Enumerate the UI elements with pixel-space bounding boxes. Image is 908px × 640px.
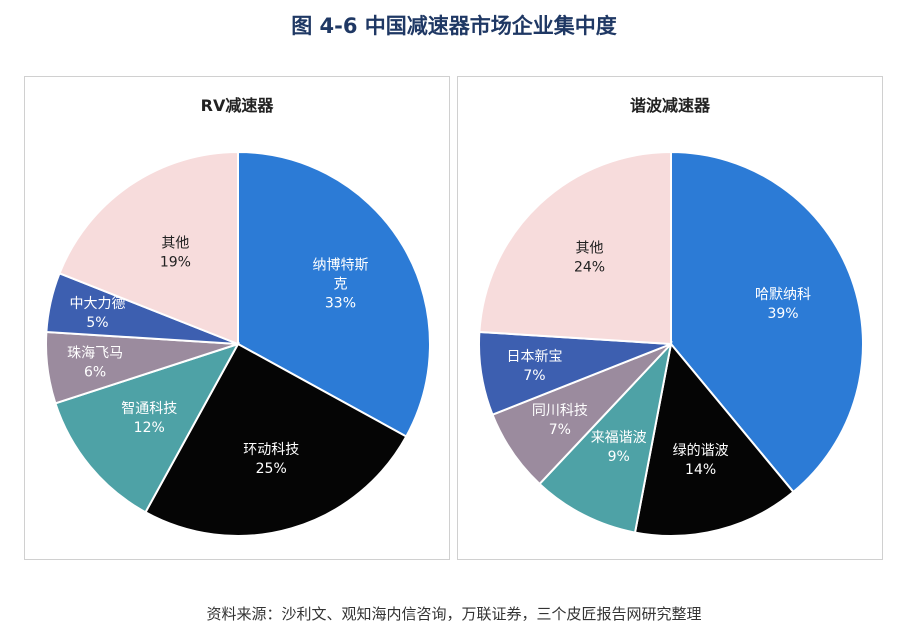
slice-data-label: 珠海飞马 6% bbox=[67, 346, 123, 381]
slice-data-label: 绿的谐波 14% bbox=[673, 443, 729, 478]
slice-data-label: 中大力德 5% bbox=[69, 296, 125, 331]
rv-reducer-chart-panel: RV减速器 三个皮匠报告 纳博特斯克33%环动科技25%智通科技12%珠海飞马6… bbox=[24, 76, 450, 560]
source-note: 资料来源：沙利文、观知海内信咨询，万联证券，三个皮匠报告网研究整理 bbox=[206, 605, 702, 623]
pie-slice bbox=[54, 342, 241, 514]
slice-data-label: 环动科技 25% bbox=[243, 442, 299, 477]
slice-data-label: 日本新宝 7% bbox=[506, 349, 562, 384]
pie-slice bbox=[478, 150, 672, 346]
rv-reducer-pie-chart: 纳博特斯克 33% 环动科技 25% 智通科技 12% 珠海飞马 6% 中大力德 5% 其他 19% bbox=[45, 150, 431, 537]
slice-data-label: 来福谐波 9% bbox=[591, 430, 647, 465]
harmonic-reducer-chart-title: 谐波减速器 bbox=[629, 96, 710, 115]
slice-data-label: 同川科技 7% bbox=[532, 403, 588, 438]
slice-data-label: 智通科技 12% bbox=[121, 401, 177, 436]
pie-slice bbox=[58, 150, 239, 346]
figure-title: 图 4-6 中国减速器市场企业集中度 bbox=[291, 14, 617, 38]
pie-slice bbox=[670, 150, 864, 494]
harmonic-reducer-pie-chart: 哈默纳科 39% 绿的谐波 14% 来福谐波 9%同川科技 7% 日本新宝 7% 其他 24% bbox=[478, 150, 864, 537]
rv-reducer-chart-title: RV减速器 bbox=[200, 96, 274, 115]
harmonic-reducer-chart-panel: 谐波减速器 三个皮匠报告 哈默纳科39%绿的谐波14%来福谐波9%同川科技7%日… bbox=[457, 76, 883, 560]
slice-data-label: 哈默纳科 39% bbox=[755, 287, 811, 322]
pie-slice bbox=[144, 342, 408, 537]
pie-slice bbox=[538, 340, 673, 534]
slice-data-label: 其他 19% bbox=[160, 235, 191, 270]
slice-data-label: 其他 24% bbox=[574, 241, 605, 276]
pie-slice bbox=[633, 341, 795, 537]
pie-slice bbox=[237, 150, 431, 438]
slice-data-label: 纳博特斯克 33% bbox=[312, 256, 368, 311]
